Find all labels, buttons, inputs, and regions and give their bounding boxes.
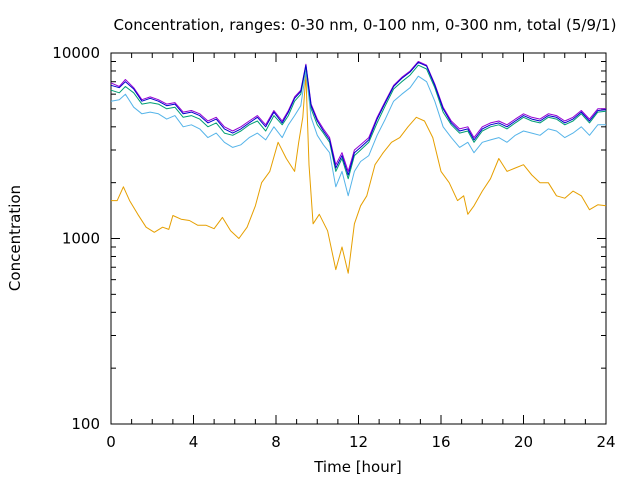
y-tick-label: 1000 [62, 230, 100, 248]
y-axis-label: Concentration [6, 185, 24, 291]
x-tick-label: 12 [349, 433, 368, 451]
y-tick-label: 100 [71, 415, 100, 433]
y-tick-label: 10000 [52, 44, 100, 62]
x-axis-label: Time [hour] [313, 458, 402, 476]
x-tick-label: 8 [271, 433, 281, 451]
series-lines [110, 61, 607, 274]
x-tick-label: 4 [189, 433, 199, 451]
x-tick-label: 0 [106, 433, 116, 451]
x-tick-label: 16 [431, 433, 450, 451]
plot-frame [110, 52, 607, 425]
x-tick-label: 20 [514, 433, 533, 451]
series-line-1 [111, 74, 607, 274]
series-line-3 [110, 64, 607, 180]
axis-ticks: 0 4 8 12 16 20 24 100 1000 10000 [52, 44, 615, 451]
series-line-5 [110, 61, 607, 176]
series-line-4 [110, 61, 606, 172]
series-line-2 [110, 70, 606, 197]
chart-title: Concentration, ranges: 0-30 nm, 0-100 nm… [114, 16, 617, 34]
x-tick-label: 24 [596, 433, 615, 451]
